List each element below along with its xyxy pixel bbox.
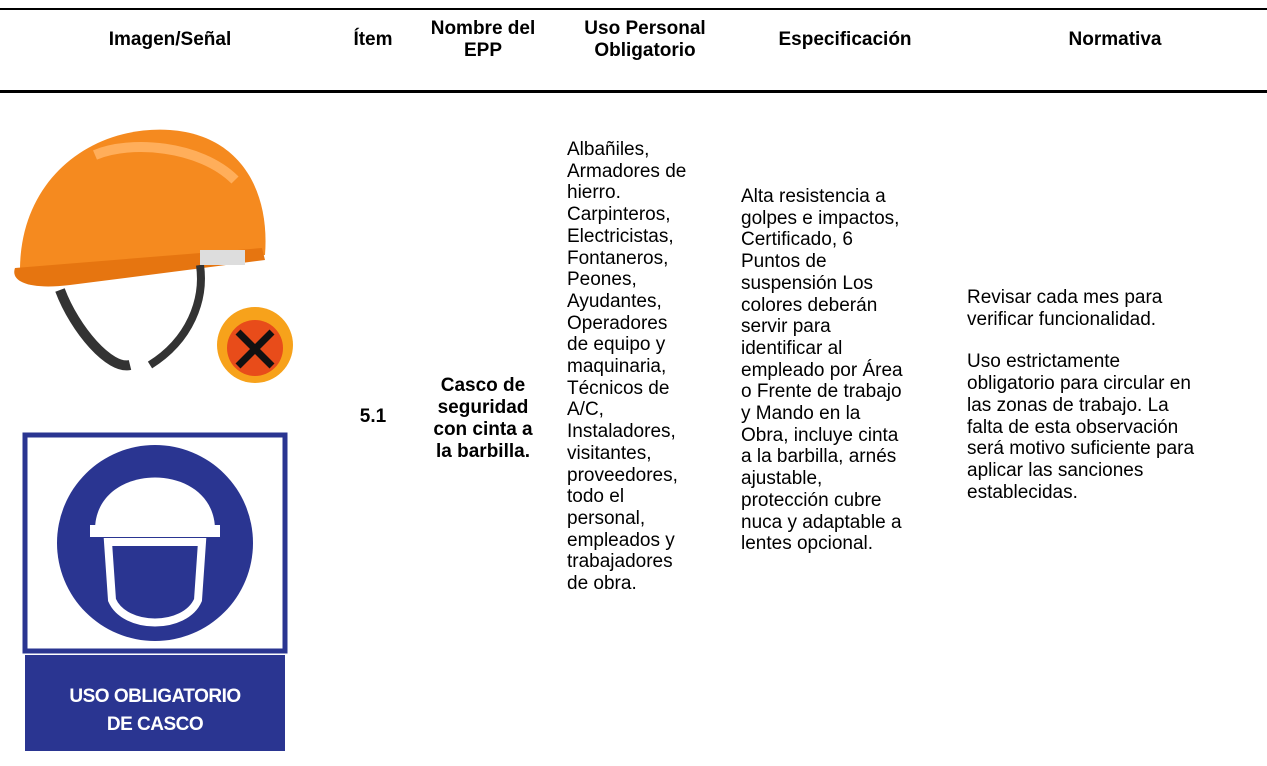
header-line: EPP — [463, 40, 503, 61]
spec-line: Alta resistencia a — [741, 186, 886, 207]
spec-line: ajustable, — [741, 468, 823, 490]
uso-line: Operadores — [567, 312, 668, 334]
sign-image — [22, 432, 288, 751]
uso-line: Electricistas, — [567, 225, 674, 247]
uso-line: Instaladores, — [567, 421, 676, 443]
header-line: Imagen/Señal — [108, 29, 232, 50]
uso-line: Peones, — [567, 269, 637, 291]
sign-line: DE CASCO — [106, 714, 204, 735]
normativa-line: obligatorio para circular en — [967, 373, 1191, 395]
sign-line: USO OBLIGATORIO — [69, 686, 241, 707]
spec-line: nuca y adaptable a — [741, 511, 902, 533]
spec-line: a la barbilla, arnés — [741, 446, 897, 468]
normativa-line: aplicar las sanciones — [967, 459, 1144, 481]
helmet-image — [14, 129, 293, 383]
spec-line: empleado por Área — [741, 359, 903, 381]
header-cell: Especificación — [735, 29, 955, 51]
normativa-line: Uso estrictamente — [967, 351, 1121, 373]
header-line: Uso Personal — [584, 18, 706, 39]
header-cell: Imagen/Señal — [20, 29, 320, 51]
uso-line: Ayudantes, — [567, 290, 662, 312]
uso-line: de equipo y — [567, 334, 666, 356]
header-line: Obligatorio — [594, 40, 696, 61]
header-cell: Nombre del EPP — [413, 18, 553, 62]
spec-line: suspensión Los — [741, 272, 874, 294]
spec-line: Certificado, 6 — [741, 229, 853, 251]
uso-line: Armadores de — [567, 160, 687, 182]
spec-line: Puntos de — [741, 251, 827, 273]
sign-text: USO OBLIGATORIO DE CASCO — [25, 683, 285, 739]
name-line: con cinta a — [433, 419, 533, 440]
spec-line: y Mando en la — [741, 403, 861, 425]
header-line: Normativa — [1068, 29, 1162, 50]
uso-line: empleados y — [567, 529, 675, 551]
normativa-line: verificar funcionalidad. — [967, 308, 1157, 330]
normativa-line: establecidas. — [967, 481, 1078, 503]
normativa-paragraph: Revisar cada mes para verificar funcional… — [967, 287, 1194, 330]
header-line: Nombre del — [430, 18, 536, 39]
normativa-paragraph: Uso estrictamente obligatorio para circul… — [967, 351, 1194, 503]
spec-line: protección cubre — [741, 489, 882, 511]
spec-line: o Frente de trabajo — [741, 381, 902, 403]
header-line: Ítem — [353, 29, 393, 50]
normativa-line: Revisar cada mes para — [967, 287, 1163, 308]
header-rule — [0, 90, 1267, 93]
uso-line: Fontaneros, — [567, 247, 669, 269]
uso-line: maquinaria, — [567, 356, 667, 378]
uso-line: Carpinteros, — [567, 204, 671, 226]
especificacion: Alta resistencia a golpes e impactos, Cert… — [741, 186, 903, 555]
header-cell: Normativa — [965, 29, 1265, 51]
name-line: Casco de — [440, 375, 526, 396]
uso-line: personal, — [567, 507, 646, 529]
uso-personal: Albañiles, Armadores de hierro. Carpinteros… — [567, 139, 686, 595]
normativa-line: falta de esta observación — [967, 416, 1179, 438]
spec-line: identificar al — [741, 337, 843, 359]
item: 5.1 — [359, 406, 387, 427]
spec-line: lentes opcional. — [741, 533, 874, 555]
header-cell: Uso Personal Obligatorio — [560, 18, 730, 62]
spec-line: servir para — [741, 316, 831, 338]
uso-line: hierro. — [567, 182, 621, 204]
epp-name: Casco de seguridad con cinta a la barbilla. — [410, 375, 556, 463]
uso-line: A/C, — [567, 399, 604, 421]
spec-line: Obra, incluye cinta — [741, 424, 899, 446]
header-line: Especificación — [778, 29, 912, 50]
normativa: Revisar cada mes para verificar funcional… — [967, 287, 1194, 503]
normativa-line: será motivo suficiente para — [967, 438, 1195, 460]
images — [14, 129, 293, 751]
header-cell: Ítem — [343, 29, 403, 51]
uso-line: proveedores, — [567, 464, 678, 486]
uso-line: trabajadores — [567, 551, 673, 573]
name-line: la barbilla. — [436, 441, 530, 462]
uso-line: de obra. — [567, 573, 637, 595]
uso-line: Técnicos de — [567, 377, 670, 399]
normativa-line: las zonas de trabajo. La — [967, 394, 1169, 416]
uso-line: Albañiles, — [567, 139, 650, 160]
top-rule — [0, 8, 1267, 10]
spec-line: golpes e impactos, — [741, 207, 900, 229]
uso-line: visitantes, — [567, 442, 652, 464]
spec-line: colores deberán — [741, 294, 878, 316]
name-line: seguridad — [437, 397, 529, 418]
uso-line: todo el — [567, 486, 625, 508]
